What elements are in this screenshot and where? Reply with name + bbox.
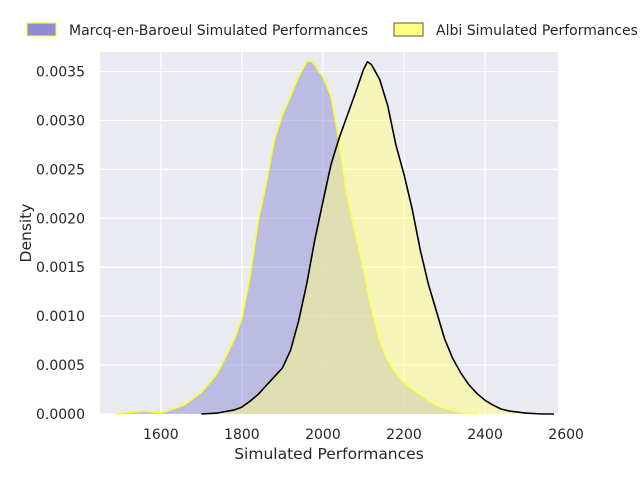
legend-label-series-2: Albi Simulated Performances (436, 23, 638, 39)
density-area-series-2 (201, 61, 554, 414)
x-tick-label: 2000 (305, 427, 341, 443)
legend-swatch-series-2 (393, 22, 424, 37)
legend: Marcq-en-Baroeul Simulated Performances A… (26, 22, 638, 39)
tick-labels: 1600 1800 2000 2200 2400 2600 0.0000 0.0005 0.00… (36, 65, 584, 443)
x-axis-label: Simulated Performances (234, 445, 424, 463)
x-tick-label: 1800 (224, 427, 260, 443)
y-tick-label: 0.0025 (36, 162, 85, 178)
legend-swatch-series-1 (26, 22, 57, 37)
y-axis-label: Density (17, 204, 35, 263)
x-tick-label: 1600 (143, 427, 179, 443)
density-area-series-1 (116, 60, 477, 415)
y-tick-label: 0.0030 (36, 113, 85, 129)
density-areas (116, 60, 554, 415)
x-tick-label: 2200 (386, 427, 422, 443)
legend-label-series-1: Marcq-en-Baroeul Simulated Performances (69, 23, 368, 39)
x-tick-label: 2400 (467, 427, 503, 443)
y-tick-label: 0.0010 (36, 309, 85, 325)
y-tick-label: 0.0000 (36, 407, 85, 423)
y-tick-label: 0.0005 (36, 358, 85, 374)
y-tick-label: 0.0035 (36, 65, 85, 81)
density-line-series-2 (201, 60, 554, 415)
y-tick-label: 0.0015 (36, 260, 85, 276)
x-tick-label: 2600 (548, 427, 584, 443)
y-tick-label: 0.0020 (36, 211, 85, 227)
